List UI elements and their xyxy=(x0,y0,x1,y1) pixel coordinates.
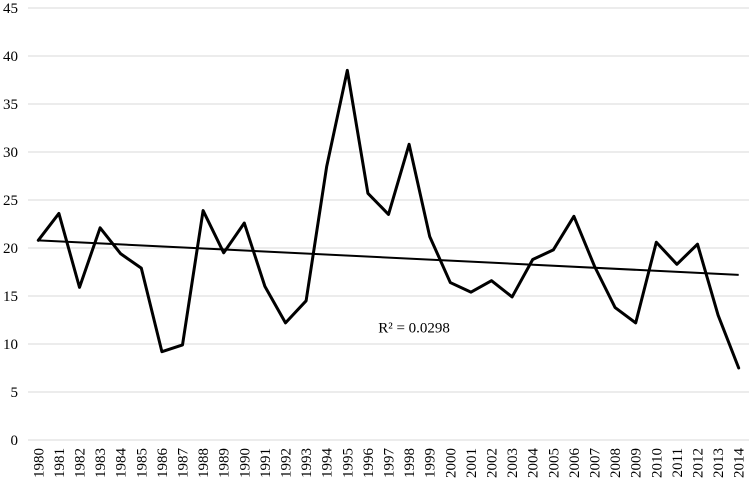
x-tick-label: 1987 xyxy=(176,448,192,479)
x-tick-label: 1982 xyxy=(73,448,89,478)
x-tick-label: 1992 xyxy=(279,448,295,478)
y-axis-tick-labels: 0 5 10 15 20 25 30 35 40 45 xyxy=(3,1,18,449)
x-tick-label: 2009 xyxy=(629,448,645,478)
x-tick-label: 1985 xyxy=(134,448,150,478)
y-tick-label: 40 xyxy=(3,49,18,65)
x-tick-label: 2013 xyxy=(711,448,727,478)
x-tick-label: 1999 xyxy=(423,448,439,478)
x-tick-label: 2007 xyxy=(588,448,604,479)
x-tick-label: 1988 xyxy=(196,448,212,478)
x-tick-label: 2010 xyxy=(649,448,665,478)
x-tick-label: 1981 xyxy=(52,448,68,478)
x-tick-label: 1980 xyxy=(31,448,47,478)
x-tick-label: 1983 xyxy=(93,448,109,478)
y-tick-label: 45 xyxy=(3,1,18,17)
x-tick-label: 2003 xyxy=(505,448,521,478)
x-tick-label: 2014 xyxy=(732,448,748,479)
x-tick-label: 1984 xyxy=(114,448,130,479)
x-tick-label: 2012 xyxy=(691,448,707,478)
x-tick-label: 1995 xyxy=(340,448,356,478)
trend-line xyxy=(38,239,739,276)
gridlines xyxy=(28,7,749,441)
y-tick-label: 25 xyxy=(3,193,18,209)
x-tick-label: 1996 xyxy=(361,448,377,479)
x-tick-label: 2005 xyxy=(546,448,562,478)
x-tick-label: 1990 xyxy=(237,448,253,478)
x-tick-label: 1997 xyxy=(382,448,398,479)
x-tick-label: 1994 xyxy=(320,448,336,479)
x-tick-label: 1989 xyxy=(217,448,233,478)
y-tick-label: 20 xyxy=(3,241,18,257)
x-tick-label: 2000 xyxy=(443,448,459,478)
x-tick-label: 1993 xyxy=(299,448,315,478)
x-tick-label: 1986 xyxy=(155,448,171,479)
y-tick-label: 35 xyxy=(3,97,18,113)
x-axis-tick-labels: 1980 1981 1982 1983 1984 1985 1986 1987 1988 1989… xyxy=(31,448,747,479)
x-tick-label: 2001 xyxy=(464,448,480,478)
x-tick-label: 2011 xyxy=(670,448,686,477)
r-squared-annotation: R² = 0.0298 xyxy=(378,321,450,337)
x-tick-label: 1991 xyxy=(258,448,274,478)
data-points xyxy=(38,70,739,369)
y-tick-label: 15 xyxy=(3,289,18,305)
y-tick-label: 5 xyxy=(11,385,19,401)
y-tick-label: 10 xyxy=(3,337,18,353)
x-tick-label: 1998 xyxy=(402,448,418,478)
x-tick-label: 2004 xyxy=(526,448,542,479)
y-tick-label: 0 xyxy=(11,433,19,449)
y-tick-label: 30 xyxy=(3,145,18,161)
x-tick-label: 2008 xyxy=(608,448,624,478)
x-tick-label: 2006 xyxy=(567,448,583,479)
x-tick-label: 2002 xyxy=(485,448,501,478)
